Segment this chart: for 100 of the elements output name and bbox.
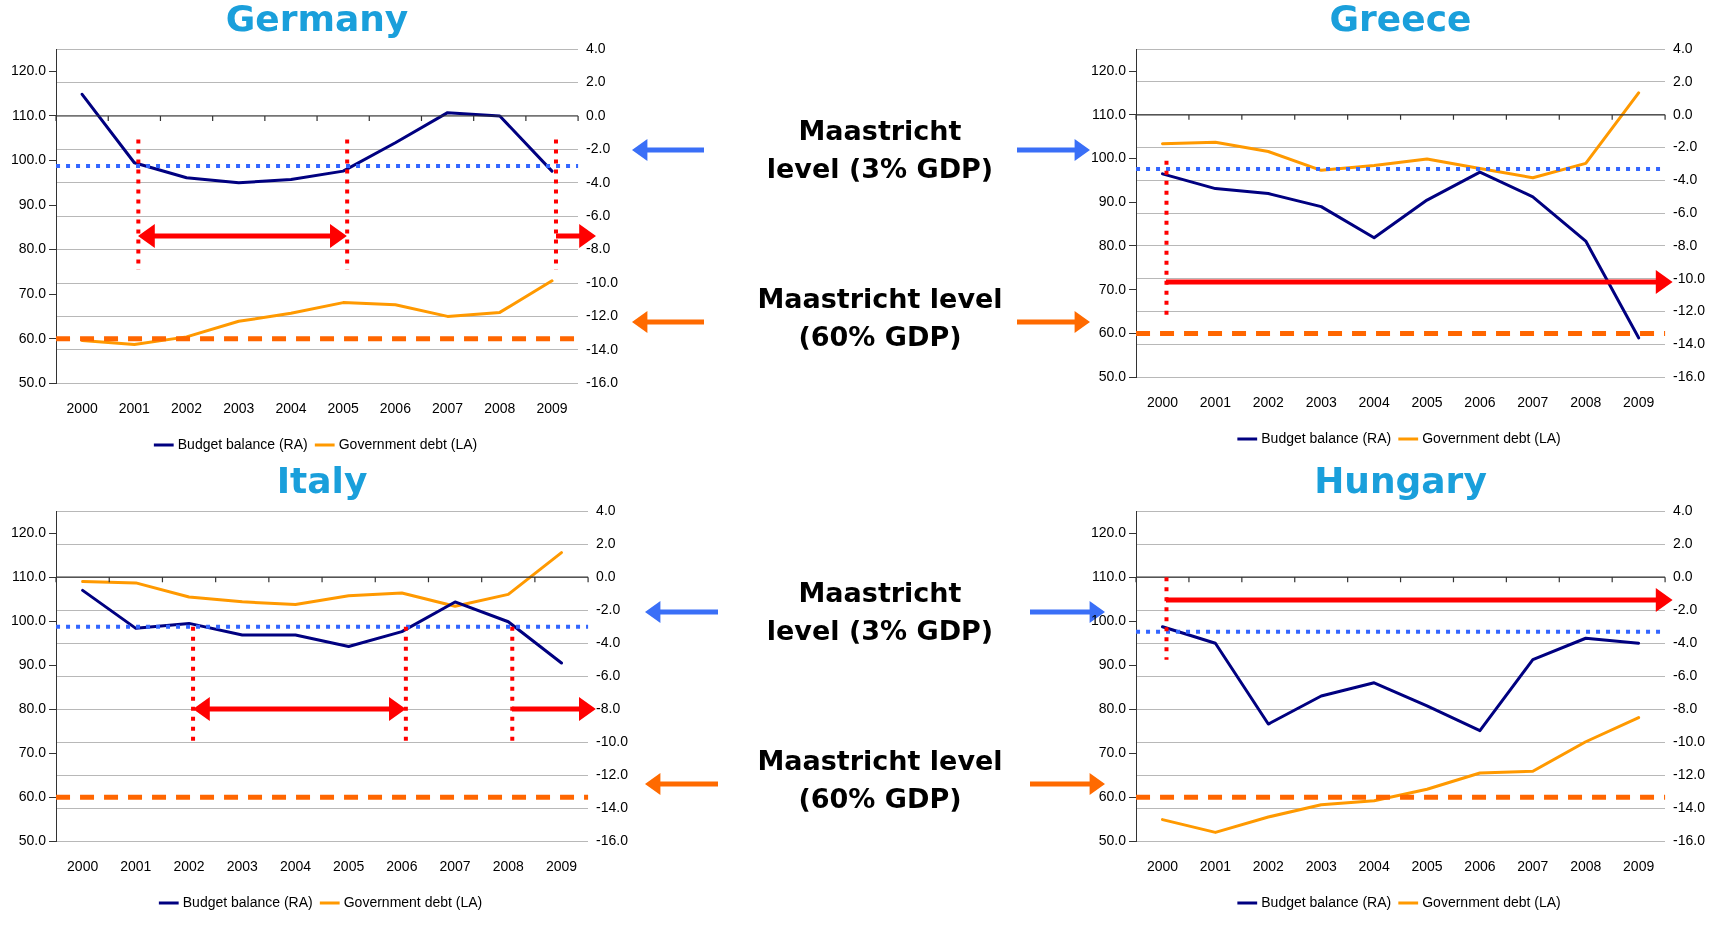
y2-tick-label: 0.0 xyxy=(596,568,616,585)
legend-label: Budget balance (RA) xyxy=(177,435,308,452)
y2-tick-label: -6.0 xyxy=(1673,667,1698,684)
y2-tick-label: 0.0 xyxy=(1673,568,1693,585)
y-tick-label: 100.0 xyxy=(1090,612,1127,629)
y2-tick-label: -12.0 xyxy=(1673,766,1706,783)
y-tick-label: 50.0 xyxy=(18,832,47,849)
y2-tick-label: -14.0 xyxy=(596,799,629,816)
y2-tick-label: -8.0 xyxy=(1673,236,1698,253)
y2-tick-label: -2.0 xyxy=(586,140,611,157)
x-tick-label: 2009 xyxy=(1623,394,1655,411)
y2-tick-label: 2.0 xyxy=(1673,535,1693,552)
x-tick-label: 2005 xyxy=(1411,394,1443,411)
chart-title: Greece xyxy=(1329,0,1472,39)
y-tick-label: 120.0 xyxy=(10,62,47,79)
x-tick-label: 2003 xyxy=(1305,858,1337,875)
x-tick-label: 2004 xyxy=(1358,858,1390,875)
y2-tick-label: -16.0 xyxy=(596,832,629,849)
y2-tick-label: -16.0 xyxy=(586,374,619,391)
chart-title: Hungary xyxy=(1314,459,1487,501)
y-tick-label: 100.0 xyxy=(10,612,47,629)
y-tick-label: 60.0 xyxy=(1098,788,1127,805)
x-tick-label: 2007 xyxy=(1517,858,1549,875)
y2-tick-label: -10.0 xyxy=(1673,733,1706,750)
x-tick-label: 2009 xyxy=(1623,858,1655,875)
text: Maastricht level (60% GDP) xyxy=(756,744,1004,816)
y2-tick-label: -16.0 xyxy=(1673,832,1706,849)
y-tick-label: 80.0 xyxy=(18,240,47,257)
x-tick-label: 2007 xyxy=(432,400,464,417)
chart-title: Italy xyxy=(276,459,368,501)
y2-tick-label: -10.0 xyxy=(586,273,619,290)
x-tick-label: 2006 xyxy=(1464,394,1496,411)
y2-tick-label: -8.0 xyxy=(1673,700,1698,717)
y-tick-label: 70.0 xyxy=(18,284,47,301)
x-tick-label: 2005 xyxy=(333,858,365,875)
y2-tick-label: -4.0 xyxy=(1673,171,1698,188)
x-tick-label: 2000 xyxy=(67,858,99,875)
x-tick-label: 2004 xyxy=(1358,394,1390,411)
x-tick-label: 2000 xyxy=(66,400,98,417)
x-tick-label: 2000 xyxy=(1146,858,1179,875)
y2-tick-label: 0.0 xyxy=(1673,105,1693,122)
legend-label: Government debt (LA) xyxy=(338,435,478,452)
x-tick-label: 2009 xyxy=(536,400,568,417)
y2-tick-label: -12.0 xyxy=(586,307,619,324)
y2-tick-label: -8.0 xyxy=(596,700,621,717)
y-tick-label: 60.0 xyxy=(18,788,47,805)
x-tick-label: 2006 xyxy=(379,400,412,417)
x-tick-label: 2007 xyxy=(439,858,471,875)
x-tick-label: 2002 xyxy=(170,400,203,417)
y2-tick-label: 4.0 xyxy=(586,40,606,57)
legend-label: Budget balance (RA) xyxy=(182,893,313,910)
y-tick-label: 120.0 xyxy=(10,524,47,541)
x-tick-label: 2002 xyxy=(173,858,205,875)
y-tick-label: 50.0 xyxy=(18,374,47,391)
y2-tick-label: -12.0 xyxy=(596,766,629,783)
y-tick-label: 70.0 xyxy=(18,744,47,761)
y-tick-label: 100.0 xyxy=(1090,149,1127,166)
x-tick-label: 2001 xyxy=(1199,858,1232,875)
x-tick-label: 2005 xyxy=(327,400,359,417)
y2-tick-label: -10.0 xyxy=(1673,269,1706,286)
text: Maastricht level (3% GDP) xyxy=(765,114,995,186)
y2-tick-label: -10.0 xyxy=(596,733,629,750)
y-tick-label: 90.0 xyxy=(1098,656,1127,673)
y2-tick-label: -14.0 xyxy=(1673,799,1706,816)
y-tick-label: 50.0 xyxy=(1098,832,1127,849)
y2-tick-label: 0.0 xyxy=(586,106,606,123)
legend-label: Budget balance (RA) xyxy=(1261,893,1392,910)
y2-tick-label: -2.0 xyxy=(1673,138,1698,155)
y-tick-label: 110.0 xyxy=(12,568,47,585)
x-tick-label: 2005 xyxy=(1411,858,1443,875)
legend-label: Government debt (LA) xyxy=(1422,429,1561,446)
y2-tick-label: -6.0 xyxy=(596,667,621,684)
y-tick-label: 80.0 xyxy=(1098,700,1127,717)
x-tick-label: 2001 xyxy=(1199,394,1232,411)
y-tick-label: 80.0 xyxy=(1098,236,1127,253)
y2-tick-label: 4.0 xyxy=(1673,502,1693,519)
x-tick-label: 2007 xyxy=(1517,394,1549,411)
y2-tick-label: -16.0 xyxy=(1673,368,1706,385)
y-tick-label: 60.0 xyxy=(18,329,47,346)
y-tick-label: 90.0 xyxy=(18,656,47,673)
y2-tick-label: -14.0 xyxy=(586,340,619,357)
y-tick-label: 110.0 xyxy=(1092,105,1127,122)
x-tick-label: 2003 xyxy=(1305,394,1337,411)
y-tick-label: 60.0 xyxy=(1098,324,1127,341)
y2-tick-label: 4.0 xyxy=(1673,40,1693,57)
y-tick-label: 50.0 xyxy=(1098,368,1127,385)
y2-tick-label: -4.0 xyxy=(586,173,611,190)
y2-tick-label: 2.0 xyxy=(1673,72,1693,89)
x-tick-label: 2001 xyxy=(120,858,152,875)
x-tick-label: 2008 xyxy=(1570,858,1602,875)
y2-tick-label: -14.0 xyxy=(1673,335,1706,352)
x-tick-label: 2002 xyxy=(1252,858,1285,875)
x-tick-label: 2004 xyxy=(279,858,312,875)
y-tick-label: 120.0 xyxy=(1090,524,1127,541)
y2-tick-label: -6.0 xyxy=(1673,204,1698,221)
y-tick-label: 90.0 xyxy=(1098,193,1127,210)
x-tick-label: 2008 xyxy=(484,400,516,417)
y2-tick-label: -2.0 xyxy=(1673,601,1698,618)
y-tick-label: 70.0 xyxy=(1098,744,1127,761)
chart-title: Germany xyxy=(225,0,409,39)
